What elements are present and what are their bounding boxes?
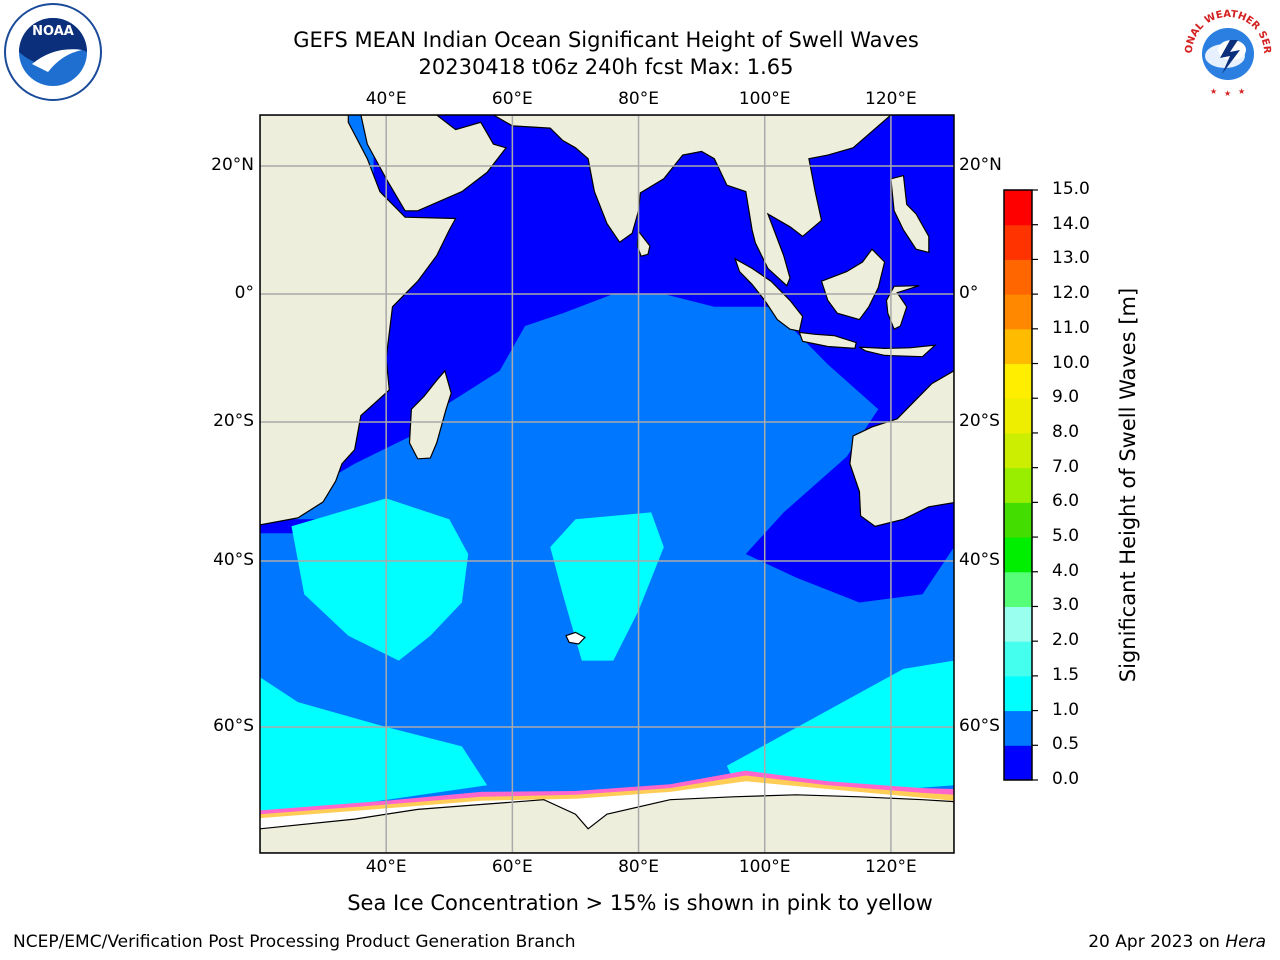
australia xyxy=(849,370,954,527)
svg-text:★: ★ xyxy=(1210,87,1217,96)
colorbar-segment xyxy=(1004,328,1032,365)
colorbar-label: 14.0 xyxy=(1052,213,1090,234)
lat-tick-label-left: 20°N xyxy=(211,155,254,175)
swell-band-1.0-1.5-central xyxy=(550,512,664,661)
colorbar-segment xyxy=(1004,675,1032,712)
colorbar-label: 1.0 xyxy=(1052,699,1080,720)
svg-text:★: ★ xyxy=(1238,87,1245,96)
lat-tick-label-right: 0° xyxy=(959,283,979,303)
colorbar-segment xyxy=(1004,571,1032,607)
colorbar-segment xyxy=(1004,398,1032,434)
lon-tick-label-bottom: 40°E xyxy=(365,857,407,877)
colorbar-label: 3.0 xyxy=(1052,595,1080,616)
lon-tick-label-bottom: 120°E xyxy=(865,857,917,877)
colorbar-segment xyxy=(1004,606,1032,642)
colorbar-segment xyxy=(1004,294,1032,330)
sulawesi xyxy=(885,285,920,331)
svg-text:★: ★ xyxy=(1224,89,1231,98)
lon-tick-label-bottom: 60°E xyxy=(491,857,533,877)
lon-tick-label-top: 60°E xyxy=(491,89,533,109)
colorbar-segment xyxy=(1004,467,1032,503)
colorbar-label: 1.5 xyxy=(1052,664,1080,685)
madagascar xyxy=(408,369,452,460)
colorbar-segment xyxy=(1004,363,1032,399)
lat-tick-label-right: 20°N xyxy=(959,155,1002,175)
lesser-sunda xyxy=(859,344,937,358)
colorbar-label: 11.0 xyxy=(1052,317,1090,338)
lon-tick-label-top: 40°E xyxy=(365,89,407,109)
colorbar-label: 9.0 xyxy=(1052,387,1080,408)
antarctica xyxy=(260,794,954,853)
java xyxy=(798,331,857,350)
lon-tick-label-bottom: 100°E xyxy=(738,857,791,877)
colorbar-segment xyxy=(1004,502,1032,538)
sri-lanka xyxy=(636,229,651,257)
nws-logo: NATIONAL WEATHER SERVICE ★ ★ ★ xyxy=(1180,6,1272,98)
sea-ice-caption: Sea Ice Concentration > 15% is shown in … xyxy=(347,891,933,915)
noaa-logo: NOAA xyxy=(4,3,102,101)
colorbar-label: 15.0 xyxy=(1052,179,1090,199)
map-frame xyxy=(259,114,955,854)
colorbar-segment xyxy=(1004,224,1032,260)
lat-tick-label-left: 60°S xyxy=(213,716,254,736)
colorbar-frame xyxy=(1003,189,1033,781)
colorbar-label: 6.0 xyxy=(1052,491,1080,512)
colorbar-label: 5.0 xyxy=(1052,526,1080,547)
lon-tick-label-top: 100°E xyxy=(738,89,791,109)
colorbar-label: 2.0 xyxy=(1052,630,1080,651)
lat-tick-label-left: 40°S xyxy=(213,550,254,570)
colorbar-segment xyxy=(1004,432,1032,469)
lat-tick-label-right: 60°S xyxy=(959,716,1000,736)
colorbar-label: 10.0 xyxy=(1052,352,1090,373)
colorbar-segment xyxy=(1004,259,1032,295)
colorbar-segment xyxy=(1004,190,1032,226)
footer-date-text: 20 Apr 2023 on xyxy=(1088,932,1226,952)
borneo xyxy=(820,248,886,321)
sumatra xyxy=(734,257,804,332)
colorbar-label: 4.0 xyxy=(1052,560,1080,581)
map-subtitle: 20230418 t06z 240h fcst Max: 1.65 xyxy=(418,55,794,79)
lat-tick-label-left: 20°S xyxy=(213,411,254,431)
swell-band-1.0-1.5-south-west xyxy=(260,677,488,824)
colorbar-title: Significant Height of Swell Waves [m] xyxy=(1116,287,1140,683)
lat-tick-label-right: 20°S xyxy=(959,411,1000,431)
colorbar-label: 13.0 xyxy=(1052,248,1090,269)
south-asia xyxy=(492,115,892,287)
colorbar-segment xyxy=(1004,710,1032,746)
map-title: GEFS MEAN Indian Ocean Significant Heigh… xyxy=(293,28,919,52)
colorbar-segment xyxy=(1004,641,1032,677)
footer-machine: Hera xyxy=(1225,932,1266,952)
lon-tick-label-bottom: 80°E xyxy=(618,857,659,877)
footer-credit: NCEP/EMC/Verification Post Processing Pr… xyxy=(13,932,576,952)
lat-tick-label-left: 0° xyxy=(234,283,254,303)
lon-tick-label-top: 80°E xyxy=(618,89,659,109)
footer-date: 20 Apr 2023 on Hera xyxy=(1088,932,1266,952)
philippines xyxy=(890,174,930,254)
noaa-logo-text: NOAA xyxy=(32,24,74,39)
colorbar-label: 12.0 xyxy=(1052,283,1090,304)
colorbar-segment xyxy=(1004,537,1032,573)
colorbar-label: 0.5 xyxy=(1052,734,1080,755)
colorbar-label: 7.0 xyxy=(1052,456,1080,477)
kerguelen xyxy=(565,631,586,645)
lon-tick-label-top: 120°E xyxy=(865,89,917,109)
colorbar-segment xyxy=(1004,745,1032,781)
colorbar-label: 0.0 xyxy=(1052,769,1080,789)
swell-band-1.0-1.5-sw xyxy=(291,498,469,661)
colorbar-label: 8.0 xyxy=(1052,421,1080,442)
lat-tick-label-right: 40°S xyxy=(959,550,1000,570)
